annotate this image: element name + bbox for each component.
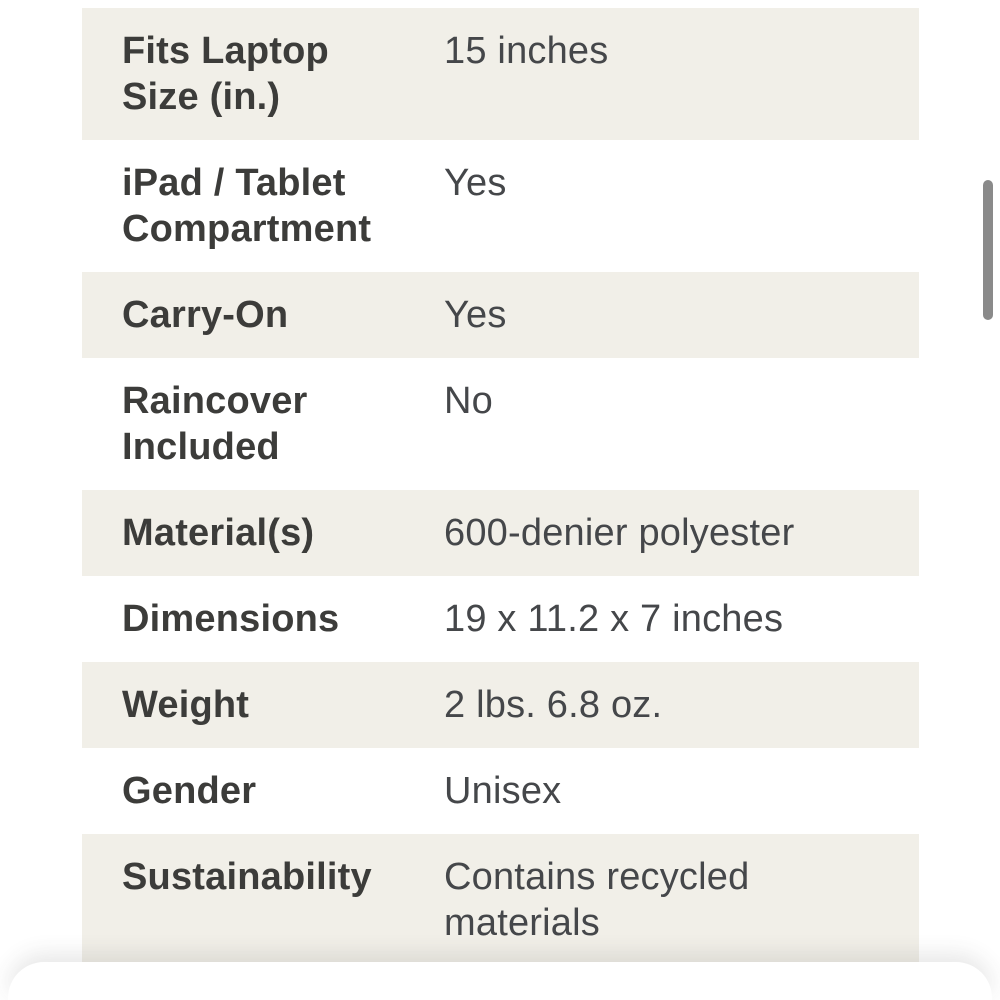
spec-label: Weight [122,684,250,726]
spec-label: iPad / Tablet Compartment [122,162,372,250]
bottom-sheet[interactable] [8,962,992,1000]
spec-value: Yes [444,162,507,204]
spec-row-carry-on: Carry-On Yes [82,272,919,358]
spec-value: 2 lbs. 6.8 oz. [444,684,663,726]
spec-row-raincover-included: Raincover Included No [82,358,919,490]
spec-label: Gender [122,770,257,812]
spec-row-gender: Gender Unisex [82,748,919,834]
spec-label: Material(s) [122,512,315,554]
spec-row-materials: Material(s) 600-denier polyester [82,490,919,576]
spec-row-fits-laptop-size: Fits Laptop Size (in.) 15 inches [82,8,919,140]
spec-label: Fits Laptop Size (in.) [122,30,329,118]
spec-value: Contains recycled materials [444,856,750,944]
spec-value: Yes [444,294,507,336]
spec-value: 15 inches [444,30,609,72]
spec-label: Sustainability [122,856,372,898]
spec-value: Unisex [444,770,562,812]
spec-label: Carry-On [122,294,289,336]
spec-row-dimensions: Dimensions 19 x 11.2 x 7 inches [82,576,919,662]
spec-value: No [444,380,493,422]
spec-row-weight: Weight 2 lbs. 6.8 oz. [82,662,919,748]
spec-table: Fits Laptop Size (in.) 15 inches iPad / … [82,8,919,966]
spec-value: 600-denier polyester [444,512,795,554]
spec-row-ipad-tablet-compartment: iPad / Tablet Compartment Yes [82,140,919,272]
spec-label: Dimensions [122,598,340,640]
spec-value: 19 x 11.2 x 7 inches [444,598,784,640]
spec-row-sustainability: Sustainability Contains recycled materia… [82,834,919,966]
spec-label: Raincover Included [122,380,308,468]
scrollbar-thumb[interactable] [983,180,993,320]
